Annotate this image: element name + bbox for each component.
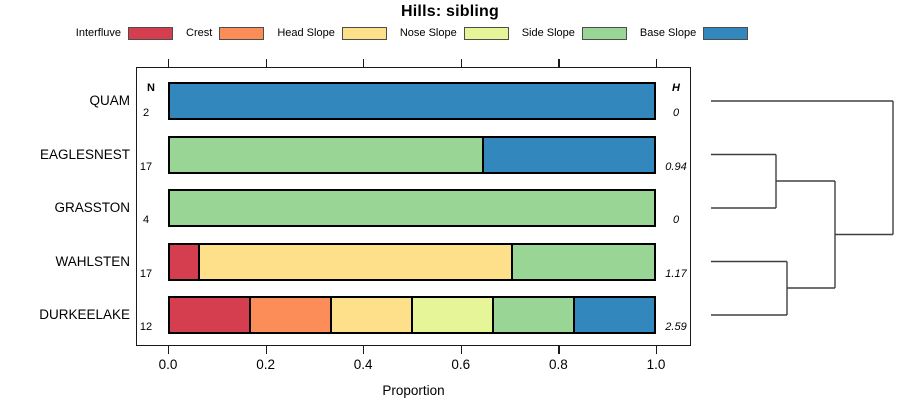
x-axis-tick bbox=[265, 59, 267, 67]
bar-segment bbox=[481, 137, 654, 172]
row-label: WAHLSTEN bbox=[55, 253, 130, 269]
n-value: 17 bbox=[139, 160, 153, 173]
legend-label: Nose Slope bbox=[399, 27, 457, 39]
bar-segment bbox=[492, 298, 573, 332]
n-column-header: N bbox=[147, 82, 155, 94]
legend-item: Side Slope bbox=[521, 26, 627, 40]
bar-segment bbox=[411, 298, 492, 332]
x-axis-tick bbox=[460, 59, 462, 67]
legend-label: Head Slope bbox=[277, 27, 335, 39]
bar-segment bbox=[170, 191, 654, 225]
x-axis-title: Proportion bbox=[382, 383, 445, 398]
bar-segment bbox=[249, 298, 330, 332]
legend-swatch bbox=[128, 26, 174, 40]
h-value: 0.94 bbox=[665, 160, 687, 173]
x-axis-tick bbox=[656, 59, 658, 67]
x-axis-tick bbox=[168, 59, 170, 67]
row-label: EAGLESNEST bbox=[39, 146, 130, 162]
legend-item: Nose Slope bbox=[399, 26, 509, 40]
x-axis-tick bbox=[460, 346, 462, 354]
bar-segment bbox=[198, 244, 511, 279]
legend-label: Side Slope bbox=[521, 27, 575, 39]
legend-swatch bbox=[463, 26, 509, 40]
x-axis-tick-label: 0.2 bbox=[256, 357, 275, 372]
x-axis-tick-label: 0.6 bbox=[451, 357, 471, 372]
legend-label: Crest bbox=[186, 27, 213, 39]
row-label: QUAM bbox=[89, 93, 131, 108]
h-value: 2.59 bbox=[665, 321, 687, 333]
stacked-bar bbox=[168, 296, 656, 334]
stacked-bar bbox=[168, 82, 656, 120]
legend-item: Crest bbox=[186, 26, 265, 40]
x-axis-tick bbox=[656, 346, 658, 354]
legend-swatch bbox=[341, 26, 387, 40]
legend-swatch bbox=[219, 26, 265, 40]
bar-segment bbox=[170, 137, 482, 172]
x-axis-tick bbox=[363, 346, 365, 354]
h-value: 0 bbox=[672, 214, 680, 226]
n-value: 2 bbox=[142, 107, 150, 119]
stacked-bar bbox=[168, 242, 656, 281]
legend-item: Interfluve bbox=[75, 26, 174, 40]
bar-segment bbox=[573, 298, 654, 332]
x-axis-tick bbox=[265, 346, 267, 354]
chart-title: Hills: sibling bbox=[401, 3, 499, 20]
x-axis-tick-label: 0.4 bbox=[353, 357, 373, 372]
x-axis-tick bbox=[558, 59, 560, 67]
bar-segment bbox=[170, 298, 249, 332]
bar-segment bbox=[170, 84, 654, 118]
x-axis-tick-label: 0.0 bbox=[158, 357, 178, 372]
n-value: 17 bbox=[139, 267, 153, 280]
bar-segment bbox=[170, 244, 199, 279]
plot-box bbox=[136, 67, 691, 346]
legend-swatch bbox=[581, 26, 627, 40]
x-axis-tick-label: 0.8 bbox=[549, 357, 568, 372]
x-axis-tick bbox=[168, 346, 170, 354]
bar-segment bbox=[510, 244, 654, 279]
legend-label: Base Slope bbox=[639, 27, 697, 39]
bar-segment bbox=[330, 298, 411, 332]
n-value: 12 bbox=[139, 321, 153, 333]
legend-swatch bbox=[703, 26, 749, 40]
row-label: DURKEELAKE bbox=[39, 307, 130, 322]
h-value: 1.17 bbox=[665, 267, 687, 280]
legend-label: Interfluve bbox=[75, 27, 122, 39]
x-axis-tick bbox=[558, 346, 560, 354]
legend-item: Base Slope bbox=[639, 26, 749, 40]
stacked-bar bbox=[168, 189, 656, 227]
n-value: 4 bbox=[142, 214, 150, 226]
row-label: GRASSTON bbox=[54, 200, 130, 215]
x-axis-tick-label: 1.0 bbox=[646, 357, 666, 372]
legend-item: Head Slope bbox=[277, 26, 387, 40]
x-axis-tick bbox=[363, 59, 365, 67]
legend: Interfluve Crest Head Slope Nose Slope Side … bbox=[12, 24, 812, 42]
stacked-bar bbox=[168, 135, 656, 174]
h-value: 0 bbox=[672, 107, 680, 119]
h-column-header: H bbox=[672, 82, 680, 94]
